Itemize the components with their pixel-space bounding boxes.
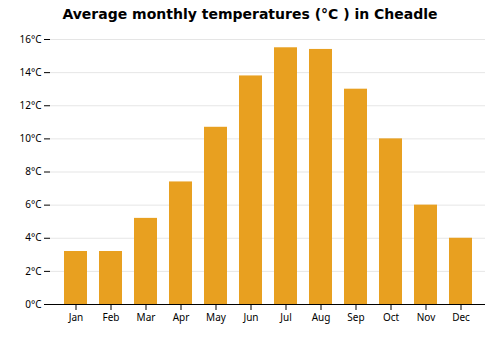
svg-text:16°C: 16°C — [19, 32, 42, 46]
svg-text:12°C: 12°C — [19, 98, 42, 112]
svg-text:Jan: Jan — [68, 310, 84, 324]
svg-text:Feb: Feb — [103, 310, 120, 324]
svg-text:0°C: 0°C — [25, 297, 42, 311]
svg-text:4°C: 4°C — [25, 230, 42, 244]
svg-text:14°C: 14°C — [19, 65, 42, 79]
html-text:Average monthly temperatures (: Average monthly temperatures (°C ) in Ch… — [62, 6, 438, 22]
svg-text:Sep: Sep — [347, 310, 364, 324]
svg-text:Mar: Mar — [137, 310, 156, 324]
svg-text:10°C: 10°C — [19, 131, 42, 145]
svg-text:May: May — [206, 310, 227, 324]
svg-text:Dec: Dec — [452, 310, 470, 324]
svg-text:Aug: Aug — [312, 310, 331, 324]
svg-text:Jul: Jul — [279, 310, 292, 324]
svg-text:Apr: Apr — [173, 310, 190, 324]
svg-text:6°C: 6°C — [25, 197, 42, 211]
svg-text:Nov: Nov — [417, 310, 436, 324]
svg-text:Oct: Oct — [383, 310, 400, 324]
svg-text:2°C: 2°C — [25, 264, 42, 278]
svg-text:Jun: Jun — [242, 310, 258, 324]
svg-text:8°C: 8°C — [25, 164, 42, 178]
